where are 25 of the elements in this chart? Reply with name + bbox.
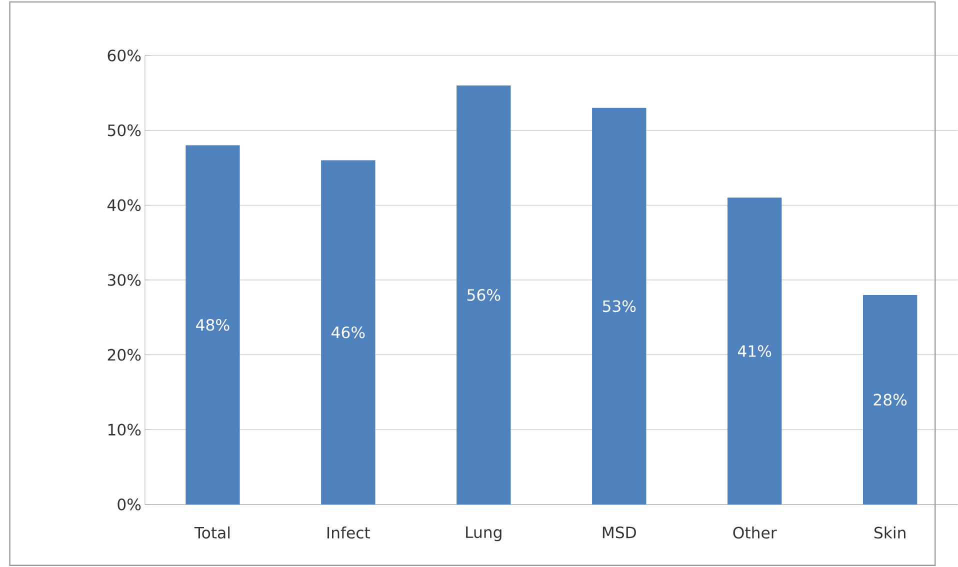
data-label: 48%	[196, 318, 230, 331]
x-tick-label: Lung	[466, 526, 502, 542]
x-tick-label: Other	[733, 526, 777, 538]
y-tick-label: 60%	[108, 49, 141, 62]
data-label: 46%	[332, 326, 365, 338]
bar	[592, 108, 646, 504]
x-tick-label: Total	[194, 526, 230, 538]
data-label: 28%	[874, 394, 907, 406]
y-tick-label: 0%	[118, 498, 141, 510]
data-label: 41%	[738, 345, 772, 357]
x-tick-label: Infect	[328, 526, 370, 538]
y-tick-label: 50%	[108, 124, 141, 136]
x-tick-label: Skin	[874, 526, 906, 538]
bar	[862, 294, 918, 504]
y-tick-label: 30%	[108, 274, 141, 286]
bar	[321, 160, 376, 504]
y-tick-label: 20%	[108, 348, 141, 361]
data-label: 56%	[467, 288, 500, 301]
y-tick-label: 10%	[108, 424, 141, 436]
bar	[728, 198, 782, 504]
bar	[456, 85, 511, 504]
x-tick-label: MSD	[602, 526, 636, 538]
data-label: 53%	[602, 300, 636, 312]
bar	[186, 145, 240, 504]
y-tick-label: 40%	[107, 199, 141, 211]
